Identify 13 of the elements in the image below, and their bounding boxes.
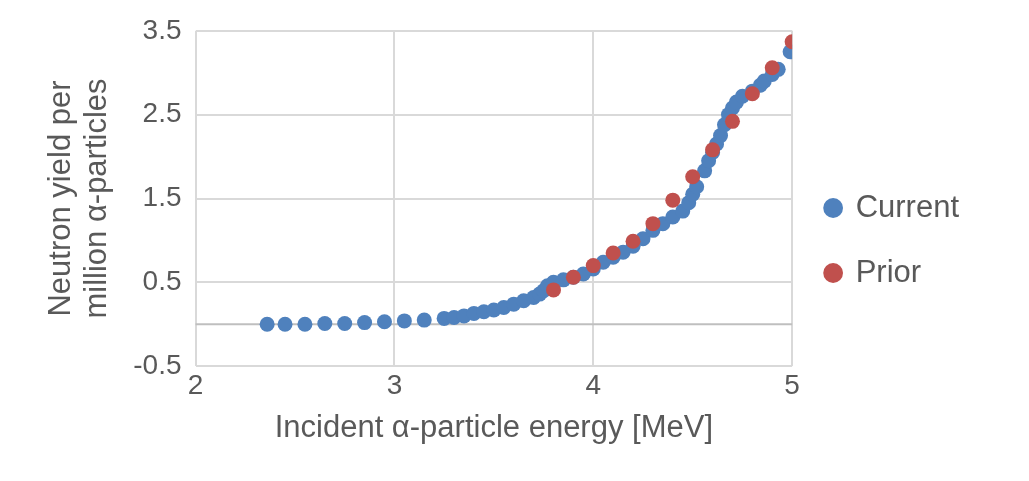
y-axis-title: Neutron yield per million α-particles	[42, 78, 114, 319]
x-tick-label: 2	[187, 368, 204, 400]
x-tick-label: 5	[784, 368, 800, 400]
y-tick-label: -0.5	[133, 348, 182, 380]
x-tick-label: 3	[386, 368, 403, 400]
y-tick-label: 0.5	[142, 265, 182, 297]
x-axis-title: Incident α-particle energy [MeV]	[274, 408, 714, 444]
legend-label: Prior	[855, 253, 922, 289]
x-tick-label: 4	[585, 368, 602, 400]
y-tick-label: 3.5	[142, 13, 182, 45]
legend-label: Current	[855, 188, 960, 224]
y-tick-label: 2.5	[142, 97, 182, 129]
y-tick-label: 1.5	[142, 181, 182, 213]
